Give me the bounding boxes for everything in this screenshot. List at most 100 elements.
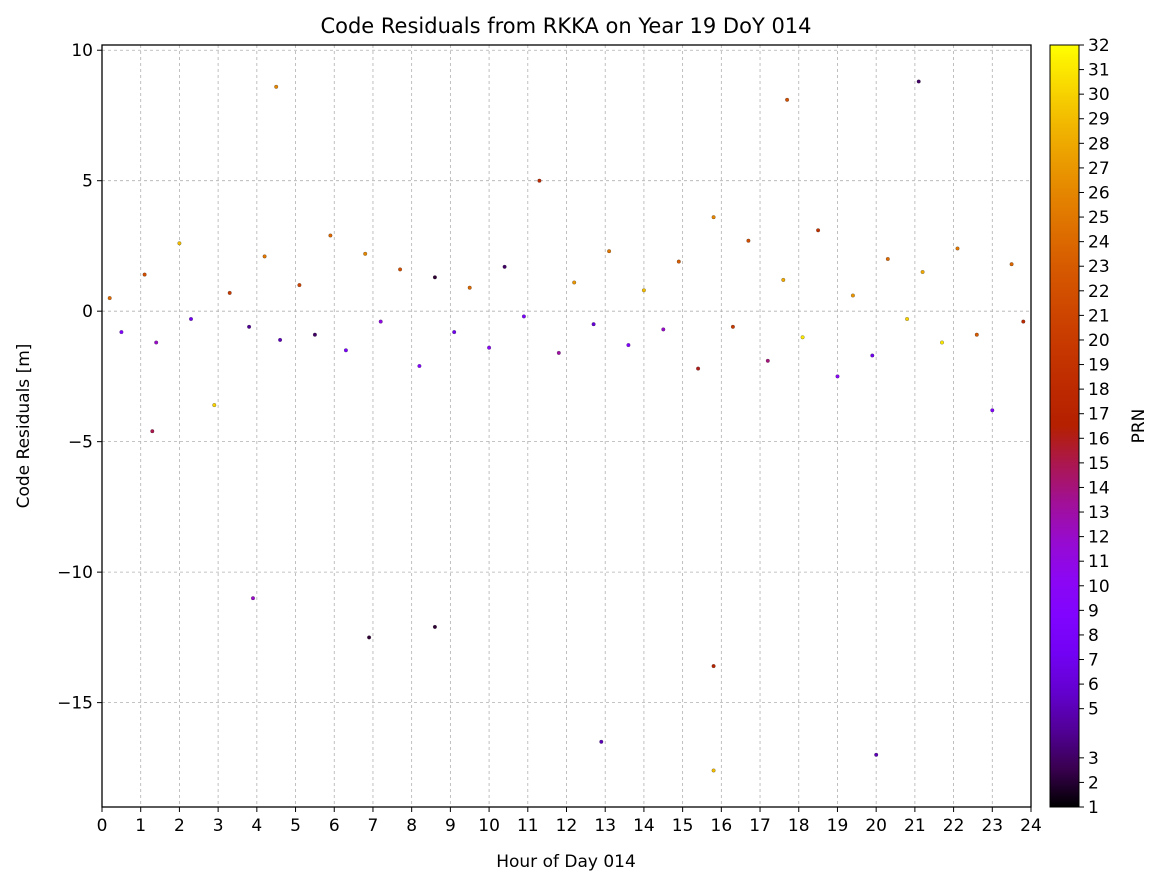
colorbar-tick-label: 17 xyxy=(1088,405,1110,425)
x-tick-label: 24 xyxy=(1020,816,1042,836)
data-point xyxy=(696,366,701,371)
colorbar-tick-label: 14 xyxy=(1088,478,1110,498)
x-tick-label: 17 xyxy=(749,816,771,836)
colorbar-ticks: 1235678910111213141516171819202122232425… xyxy=(1079,36,1110,818)
data-point xyxy=(189,317,193,321)
data-point xyxy=(247,324,252,329)
x-tick-label: 1 xyxy=(135,816,146,836)
data-point xyxy=(278,337,283,342)
colorbar-tick-label: 9 xyxy=(1088,601,1099,621)
x-tick-label: 12 xyxy=(556,816,578,836)
data-point xyxy=(212,403,217,408)
x-tick-label: 7 xyxy=(368,816,379,836)
data-point xyxy=(711,768,716,773)
data-point xyxy=(885,257,890,261)
colorbar-tick-label: 31 xyxy=(1088,61,1110,81)
data-point xyxy=(800,335,805,340)
data-point xyxy=(641,288,646,293)
x-tick-label: 23 xyxy=(981,816,1003,836)
x-tick-label: 2 xyxy=(174,816,185,836)
data-point xyxy=(328,233,333,238)
x-tick-label: 3 xyxy=(213,816,224,836)
data-point xyxy=(312,332,317,337)
data-point xyxy=(119,330,124,335)
data-point xyxy=(556,350,561,355)
data-point xyxy=(262,254,267,259)
data-point xyxy=(467,285,472,290)
x-tick-label: 5 xyxy=(290,816,301,836)
data-point xyxy=(599,739,604,744)
data-point xyxy=(711,215,716,220)
data-point xyxy=(150,429,155,434)
colorbar-tick-label: 27 xyxy=(1088,159,1110,179)
data-point xyxy=(432,624,437,629)
colorbar-tick-label: 11 xyxy=(1088,552,1110,572)
data-point xyxy=(835,374,840,379)
y-tick-label: −5 xyxy=(68,433,93,453)
data-point xyxy=(785,97,790,102)
data-point xyxy=(398,267,403,272)
data-point xyxy=(781,277,786,282)
x-tick-label: 15 xyxy=(672,816,694,836)
colorbar-tick-label: 15 xyxy=(1088,454,1110,474)
colorbar-tick-label: 7 xyxy=(1088,651,1099,671)
gridlines xyxy=(101,45,1032,807)
data-point xyxy=(816,228,821,233)
data-point xyxy=(591,322,596,327)
data-point xyxy=(916,79,921,84)
colorbar-tick-label: 10 xyxy=(1088,577,1110,597)
colorbar-tick-label: 16 xyxy=(1088,429,1110,449)
x-tick-label: 6 xyxy=(329,816,340,836)
colorbar-tick-label: 29 xyxy=(1088,110,1110,130)
colorbar-tick-label: 22 xyxy=(1088,282,1110,302)
data-point xyxy=(1009,262,1014,267)
colorbar-tick-label: 21 xyxy=(1088,306,1110,326)
x-tick-label: 9 xyxy=(445,816,456,836)
colorbar-tick-label: 30 xyxy=(1088,85,1110,105)
colorbar-tick-label: 6 xyxy=(1088,675,1099,695)
x-tick-label: 20 xyxy=(865,816,887,836)
colorbar-tick-label: 8 xyxy=(1088,626,1099,646)
x-tick-label: 10 xyxy=(478,816,500,836)
colorbar-tick-label: 20 xyxy=(1088,331,1110,351)
data-point xyxy=(227,290,232,295)
x-tick-label: 13 xyxy=(594,816,616,836)
y-tick-label: 10 xyxy=(71,41,93,61)
y-tick-label: 5 xyxy=(82,172,93,192)
data-point xyxy=(107,296,112,301)
data-point xyxy=(730,324,735,329)
x-tick-label: 18 xyxy=(788,816,810,836)
data-point xyxy=(920,270,925,274)
colorbar-tick-label: 32 xyxy=(1088,36,1110,56)
y-tick-label: −15 xyxy=(57,694,93,714)
data-point xyxy=(1021,319,1026,324)
x-tick-label: 22 xyxy=(943,816,965,836)
data-point xyxy=(905,317,910,321)
data-point xyxy=(711,664,716,669)
y-axis-label: Code Residuals [m] xyxy=(14,344,34,509)
colorbar-tick-label: 12 xyxy=(1088,528,1110,548)
colorbar-tick-label: 18 xyxy=(1088,380,1110,400)
data-point xyxy=(974,332,979,337)
x-tick-label: 16 xyxy=(711,816,733,836)
data-point xyxy=(850,293,855,298)
x-tick-label: 0 xyxy=(97,816,108,836)
y-tick-label: −10 xyxy=(57,563,93,583)
colorbar-tick-label: 25 xyxy=(1088,208,1110,228)
data-point xyxy=(177,241,182,246)
colorbar-tick-label: 2 xyxy=(1088,773,1099,793)
data-point xyxy=(297,283,302,288)
data-point xyxy=(955,246,960,251)
colorbar-tick-label: 28 xyxy=(1088,134,1110,154)
data-point xyxy=(343,348,348,353)
data-point xyxy=(765,358,770,363)
data-point xyxy=(874,752,879,757)
colorbar-tick-label: 1 xyxy=(1088,798,1099,818)
colorbar xyxy=(1049,44,1080,808)
data-point xyxy=(537,178,542,183)
x-axis: 0 1 2 3 4 5 6 7 8 9 10 11 12 13 14 15 16 17 18 19 20 21 22 23 24 xyxy=(97,807,1042,836)
data-point xyxy=(521,314,526,319)
data-point xyxy=(378,319,383,324)
x-tick-label: 21 xyxy=(904,816,926,836)
